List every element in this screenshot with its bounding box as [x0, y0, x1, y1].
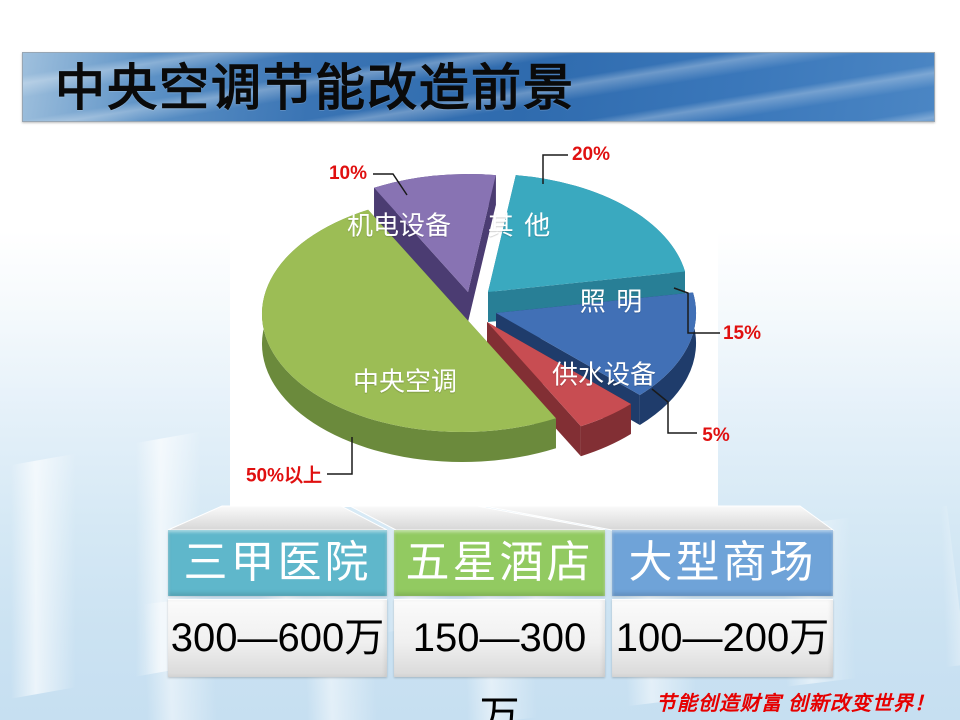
- pie-callout-20pct: 20%: [571, 144, 611, 165]
- pie-chart: [261, 173, 697, 463]
- table-column-hospital: 三甲医院 300—600万: [168, 530, 387, 677]
- pie-slice-1-top: [496, 292, 697, 395]
- callout-line-20pct: [542, 154, 568, 184]
- pie-slice-1-rim: [639, 292, 697, 425]
- pie-label-lighting: 照 明: [579, 287, 645, 317]
- callout-line-50pct: [327, 437, 353, 475]
- table-value-mall: 100—200万: [612, 599, 833, 677]
- pie-slice-4-cut: [468, 175, 496, 322]
- table-header-mall: 大型商场: [612, 530, 833, 596]
- title-banner: 中央空调节能改造前景: [22, 52, 935, 122]
- table-value-hospital: 300—600万: [168, 599, 387, 677]
- pie-callout-15pct: 15%: [722, 323, 762, 344]
- table-column-hotel: 五星酒店 150—300万: [394, 530, 605, 720]
- pie-label-central-ac: 中央空调: [352, 367, 458, 397]
- pie-slice-2-rim: [580, 404, 631, 457]
- pie-slice-2-top: [487, 322, 631, 427]
- pie-callout-lines: [327, 154, 720, 475]
- callout-line-5pct: [651, 388, 697, 434]
- table-header-hospital: 三甲医院: [168, 530, 387, 596]
- pie-slice-4-cut: [374, 187, 468, 322]
- pie-label-others: 其 他: [487, 211, 553, 241]
- pie-slice-0-top: [488, 175, 685, 292]
- pie-label-mech-equip: 机电设备: [346, 211, 452, 241]
- pie-slice-3-top: [261, 209, 556, 433]
- table-value-hotel: 150—300万: [394, 599, 605, 720]
- table-top-panel-1: [167, 505, 388, 531]
- pie-callout-50pct: 50%以上: [245, 465, 323, 487]
- pie-callout-5pct: 5%: [702, 425, 730, 446]
- callout-line-10pct: [373, 173, 408, 196]
- pie-slice-4-top: [374, 173, 496, 292]
- table-header-hotel: 五星酒店: [394, 530, 605, 596]
- page-title: 中央空调节能改造前景: [55, 60, 575, 116]
- callout-line-15pct: [673, 287, 720, 334]
- footer-slogan: 节能创造财富 创新改变世界！: [656, 693, 935, 715]
- pie-slice-2-cut: [487, 322, 581, 457]
- table-column-mall: 大型商场 100—200万: [612, 530, 833, 677]
- pie-slice-3-rim: [261, 209, 556, 463]
- cost-table: 三甲医院 300—600万 五星酒店 150—300万 大型商场 100—200…: [168, 530, 833, 720]
- pie-label-water-supply: 供水设备: [551, 360, 657, 390]
- pie-callout-10pct: 10%: [328, 163, 368, 184]
